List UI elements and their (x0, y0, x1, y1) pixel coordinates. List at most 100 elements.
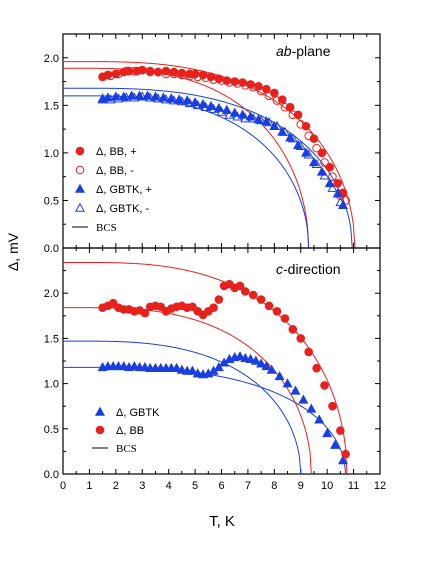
data-point (129, 92, 140, 102)
panel-ab-plane: 0.0 0.5 1.0 1.5 2.0 ab-plane Δ, BB, + Δ, BB, - Δ… (44, 33, 381, 255)
data-point (214, 74, 224, 84)
y-axis-label: Δ, mV (5, 232, 21, 271)
y-tick-label: 0.0 (44, 243, 59, 255)
data-point (256, 86, 266, 96)
legend-label: BCS (116, 443, 137, 455)
data-point (153, 67, 163, 77)
data-point (176, 96, 187, 106)
data-point (171, 362, 182, 372)
data-point (240, 113, 251, 123)
data-point (256, 358, 267, 368)
data-point (105, 94, 116, 104)
legend-marker (94, 406, 106, 416)
data-point (248, 113, 259, 123)
x-tick-label: 0 (60, 480, 66, 492)
data-point (325, 162, 335, 172)
data-point (320, 381, 329, 390)
data-point (282, 378, 293, 388)
data-point (240, 287, 250, 296)
data-point (288, 325, 298, 334)
legend-marker (75, 165, 85, 175)
legend-marker (75, 146, 85, 156)
data-point (118, 91, 129, 101)
data-point (319, 170, 330, 180)
data-point (234, 351, 246, 361)
data-point (208, 103, 219, 113)
x-tick-label: 4 (166, 480, 172, 492)
data-point (114, 69, 123, 79)
data-point (192, 99, 203, 110)
data-point (137, 91, 148, 101)
x-tick-label: 9 (298, 480, 304, 492)
legend-label: Δ, BB (116, 425, 144, 437)
data-point (288, 110, 298, 120)
data-point (327, 182, 338, 192)
data-point (177, 68, 187, 78)
data-point (264, 91, 274, 101)
x-tick-label: 10 (321, 480, 333, 492)
data-point (322, 427, 333, 438)
data-point (304, 131, 313, 141)
data-point (280, 102, 290, 112)
data-point (317, 148, 327, 158)
x-tick-label: 6 (218, 480, 224, 492)
data-point (213, 361, 224, 372)
data-point (248, 290, 258, 300)
x-tick-label: 11 (348, 480, 359, 492)
data-point (230, 77, 240, 86)
data-point (311, 158, 322, 169)
legend-label: Δ, BB, + (96, 146, 137, 158)
data-point (240, 81, 250, 90)
legend-label: Δ, GBTK, - (96, 203, 150, 215)
data-point (296, 120, 306, 129)
plot-frame (62, 33, 381, 249)
x-tick-label: 1 (86, 480, 92, 492)
data-point (290, 385, 301, 395)
panel-title: ab-plane (276, 43, 331, 59)
data-point (256, 295, 266, 304)
data-point (320, 158, 329, 167)
bcs-curve (63, 366, 347, 475)
data-point (287, 133, 298, 143)
data-point (187, 365, 198, 375)
data-point (168, 95, 179, 105)
data-point (332, 188, 343, 198)
legend-label: BCS (96, 222, 117, 234)
data-point (256, 115, 267, 125)
x-axis-label: T, K (209, 513, 235, 530)
x-tick-label: 3 (139, 480, 145, 492)
data-point (169, 67, 179, 77)
y-tick-label: 0.5 (44, 424, 59, 436)
data-point (312, 143, 321, 153)
x-tick-label: 7 (245, 480, 251, 492)
data-point (160, 94, 172, 104)
data-point (106, 71, 115, 81)
data-point (113, 93, 124, 103)
data-point (328, 172, 337, 181)
legend-label: Δ, GBTK (116, 407, 160, 419)
data-point (266, 364, 277, 374)
data-point (279, 126, 290, 136)
data-point (277, 95, 287, 104)
data-point (272, 306, 282, 316)
y-tick-label: 1.0 (44, 379, 59, 391)
data-point (337, 199, 349, 209)
y-tick-label: 0.5 (44, 195, 59, 207)
legend-label: Δ, BB, - (96, 165, 134, 177)
data-point (304, 347, 313, 357)
data-point (264, 117, 275, 127)
data-point (97, 94, 108, 104)
plot-frame (62, 247, 381, 475)
data-point (328, 401, 337, 411)
legend-marker (74, 183, 86, 193)
x-tick-label: 5 (192, 480, 198, 492)
data-point (271, 120, 283, 131)
bcs-curve (63, 307, 312, 475)
data-point (333, 179, 343, 188)
y-tick-label: 1.5 (44, 333, 59, 345)
data-point (274, 371, 285, 381)
data-point (330, 439, 341, 449)
bcs-curve (63, 67, 310, 249)
data-point (250, 355, 261, 365)
